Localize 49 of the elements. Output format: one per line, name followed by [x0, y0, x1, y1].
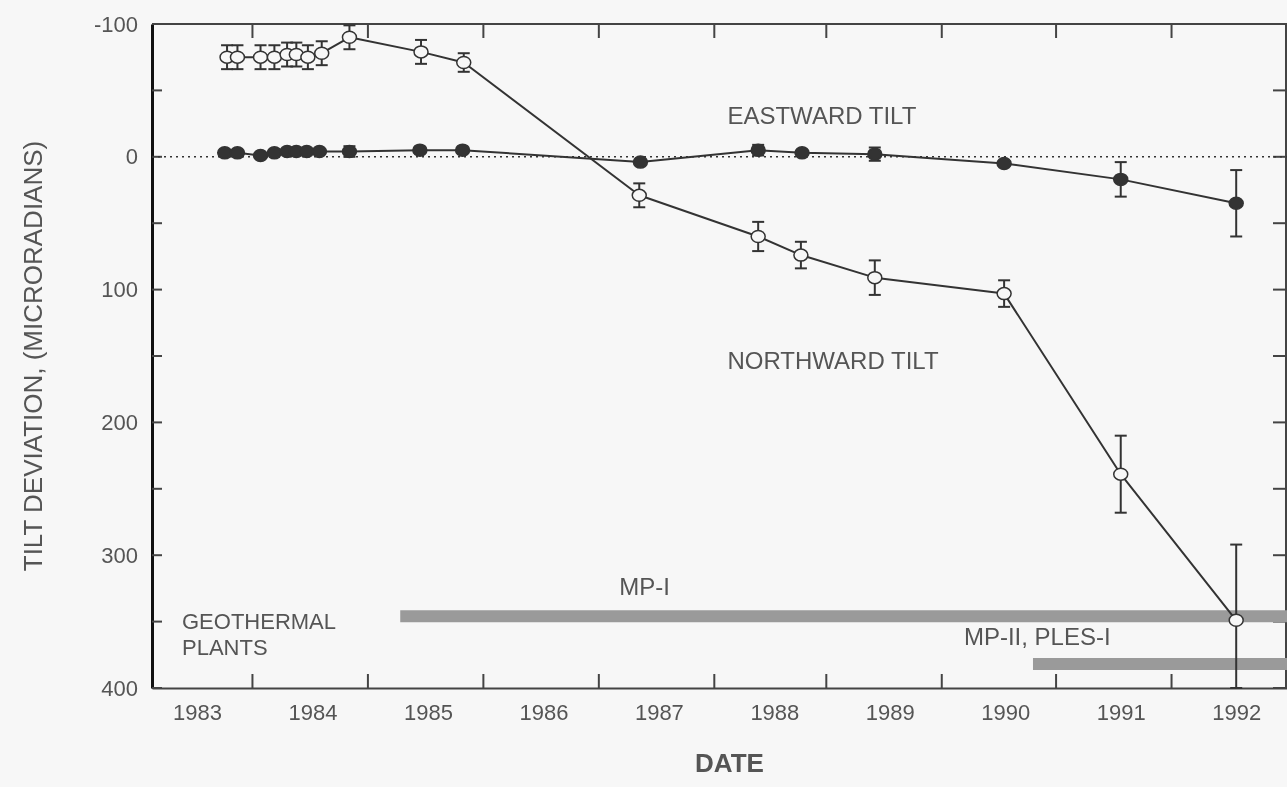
y-tick-label: -100 [93, 11, 138, 37]
x-tick-label: 1992 [1212, 699, 1262, 725]
y-tick-label: 300 [101, 542, 138, 568]
point [1228, 613, 1244, 628]
y-axis-title: TILT DEVIATION, (MICRORADIANS) [18, 140, 48, 572]
x-tick-label: 1988 [750, 699, 800, 725]
point [252, 148, 269, 163]
y-tick-label: 0 [125, 144, 138, 170]
point [216, 146, 233, 160]
point [229, 146, 246, 160]
point [412, 143, 428, 157]
point [454, 143, 471, 157]
x-tick-label: 1983 [173, 699, 223, 725]
x-tick-label: 1990 [981, 699, 1031, 725]
y-tick-label: 400 [101, 675, 138, 701]
x-tick-label: 1989 [865, 699, 915, 725]
annotation: GEOTHERMAL PLANTS [182, 609, 337, 660]
point [266, 146, 283, 160]
point [252, 50, 269, 64]
point [793, 248, 809, 262]
point [1112, 467, 1129, 481]
x-tick-label: 1987 [634, 699, 684, 725]
point [794, 146, 810, 160]
point [341, 30, 358, 45]
y-tick-label: 100 [101, 277, 138, 303]
point [1228, 196, 1244, 211]
point [300, 50, 316, 64]
x-tick-label: 1984 [288, 699, 338, 725]
point [266, 50, 283, 64]
point [996, 156, 1012, 171]
x-tick-label: 1985 [403, 699, 453, 725]
point [1112, 172, 1129, 187]
x-axis-title: DATE [695, 748, 764, 778]
point [413, 45, 429, 59]
point [632, 155, 649, 169]
series-label: MP-II, PLES-I [963, 622, 1111, 650]
point [631, 188, 647, 203]
x-tick-label: 1991 [1096, 699, 1146, 725]
point [996, 286, 1012, 301]
series-label: EASTWARD TILT [727, 101, 917, 129]
point [311, 144, 328, 159]
series-label: MP-I [619, 573, 670, 601]
x-tick-label: 1986 [519, 699, 569, 725]
point [229, 50, 246, 64]
point [313, 46, 330, 60]
point [867, 270, 883, 285]
point [750, 229, 766, 244]
text: NORTHWARD TILT [727, 347, 939, 375]
y-tick-label: 200 [101, 409, 138, 435]
